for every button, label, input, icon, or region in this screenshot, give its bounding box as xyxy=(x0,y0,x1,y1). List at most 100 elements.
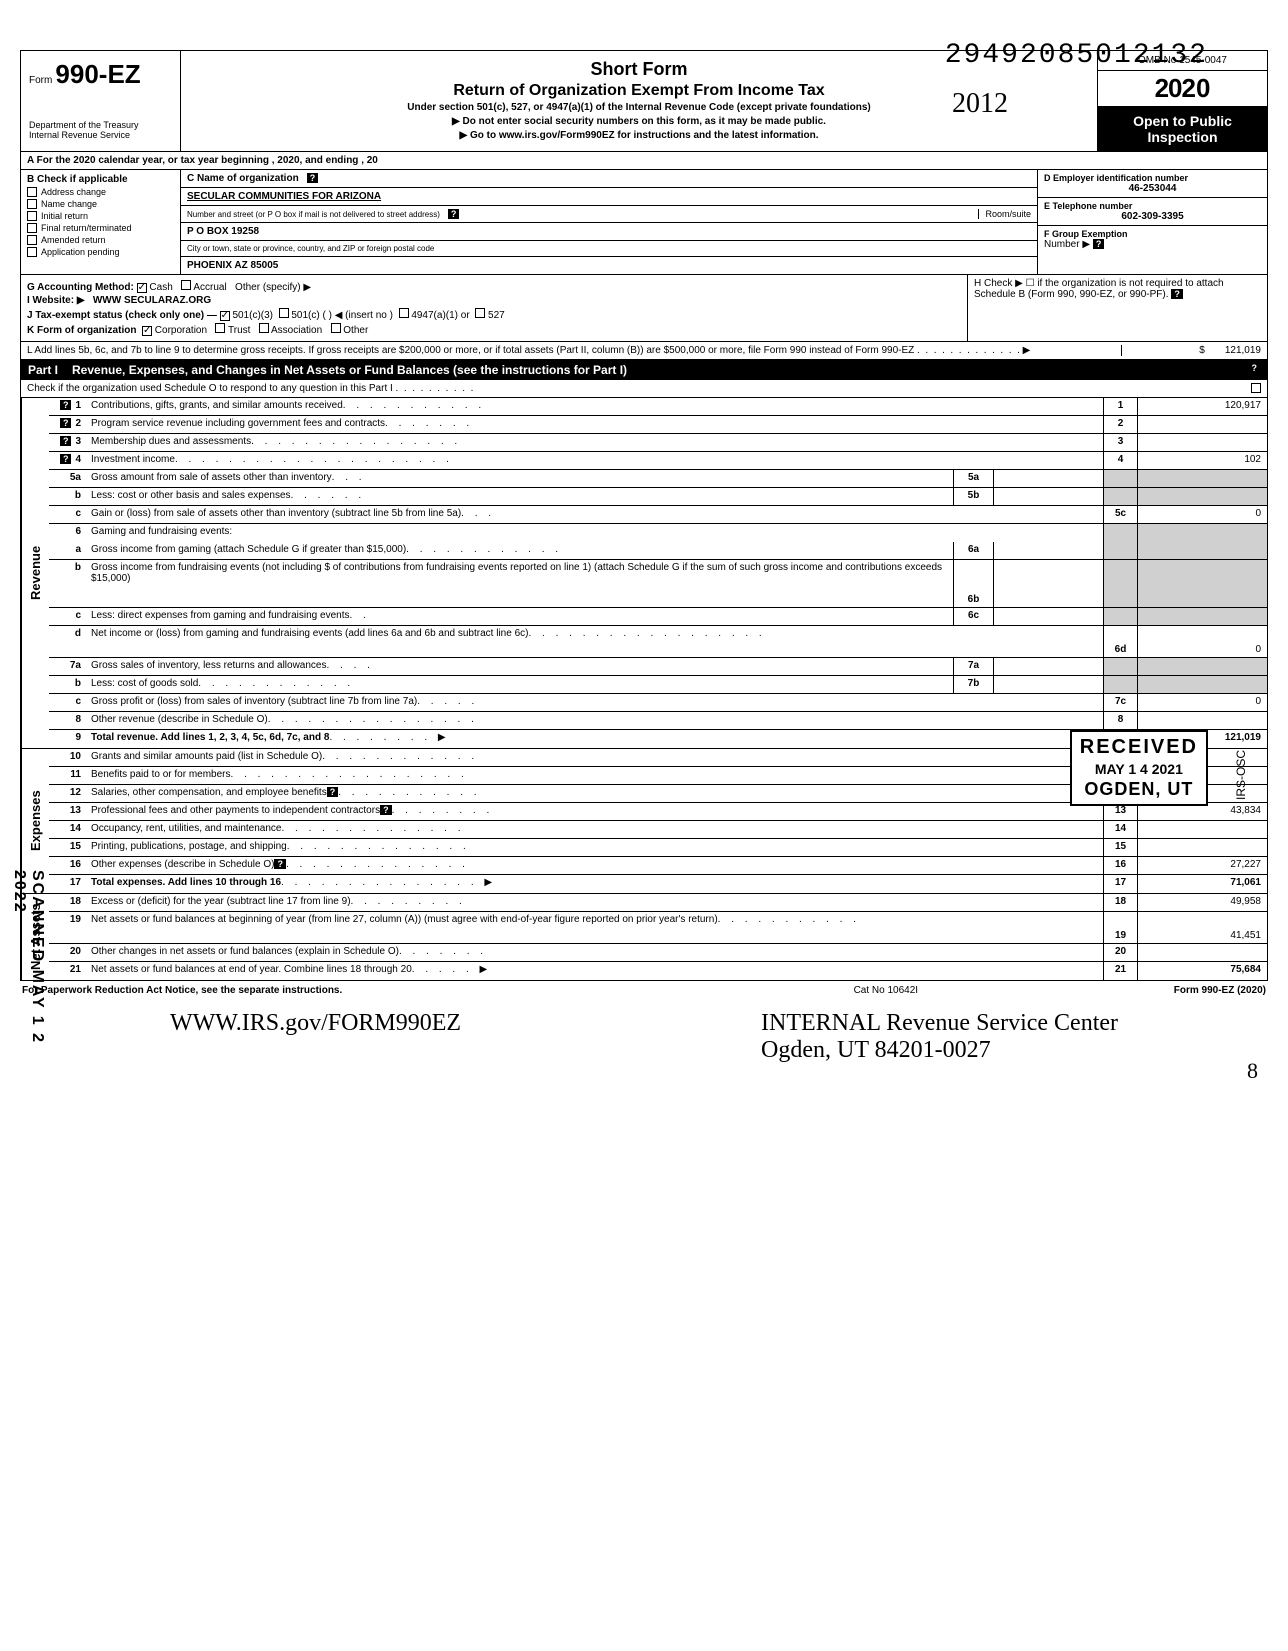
help-icon[interactable]: ? xyxy=(380,805,392,815)
revenue-section: Revenue ?1Contributions, gifts, grants, … xyxy=(20,398,1268,749)
line-21-amt: 75,684 xyxy=(1137,962,1267,980)
cb-amended-return[interactable]: Amended return xyxy=(27,235,174,245)
cb-schedule-o[interactable] xyxy=(1251,383,1261,393)
line-4-desc: Investment income xyxy=(91,454,175,465)
label-city: City or town, state or province, country… xyxy=(187,244,434,253)
help-icon[interactable]: ? xyxy=(327,787,339,797)
cb-name-change[interactable]: Name change xyxy=(27,199,174,209)
help-icon[interactable]: ? xyxy=(1249,363,1261,377)
cb-accrual[interactable] xyxy=(181,280,191,290)
line-17-desc: Total expenses. Add lines 10 through 16 xyxy=(91,877,281,888)
row-a-calendar-year: A For the 2020 calendar year, or tax yea… xyxy=(20,152,1268,170)
org-name-value: SECULAR COMMUNITIES FOR ARIZONA xyxy=(187,191,381,202)
line-19-desc: Net assets or fund balances at beginning… xyxy=(91,914,718,925)
page-footer: For Paperwork Reduction Act Notice, see … xyxy=(20,981,1268,1000)
cb-cash[interactable] xyxy=(137,283,147,293)
label-room-suite: Room/suite xyxy=(978,209,1031,219)
handwritten-year: 2012 xyxy=(952,88,1008,120)
help-icon[interactable]: ? xyxy=(1093,239,1105,249)
received-title: RECEIVED xyxy=(1080,736,1198,759)
cb-address-change[interactable]: Address change xyxy=(27,187,174,197)
line-7b-desc: Less: cost of goods sold xyxy=(91,678,198,689)
label-accounting: G Accounting Method: xyxy=(27,282,134,293)
open-to-public: Open to Public Inspection xyxy=(1098,107,1267,151)
handwritten-addr-2: Ogden, UT 84201-0027 xyxy=(761,1037,1118,1064)
handwritten-notes: WWW.IRS.gov/FORM990EZ INTERNAL Revenue S… xyxy=(20,1010,1268,1064)
cb-final-return[interactable]: Final return/terminated xyxy=(27,223,174,233)
line-6c-desc: Less: direct expenses from gaming and fu… xyxy=(91,610,349,621)
line-7c-amt: 0 xyxy=(1137,694,1267,711)
help-icon[interactable]: ? xyxy=(448,209,460,219)
handwritten-addr-1: INTERNAL Revenue Service Center xyxy=(761,1010,1118,1037)
section-b-c-d-e-f: B Check if applicable Address change Nam… xyxy=(20,170,1268,275)
schedule-o-check: Check if the organization used Schedule … xyxy=(20,380,1268,398)
line-10-desc: Grants and similar amounts paid (list in… xyxy=(91,751,322,762)
line-5c-desc: Gain or (loss) from sale of assets other… xyxy=(91,508,461,519)
scanned-stamp: SCANNED MAY 1 2 2022 xyxy=(10,870,46,1064)
cb-association[interactable] xyxy=(259,323,269,333)
help-icon[interactable]: ? xyxy=(307,173,319,183)
received-stamp: RECEIVED MAY 1 4 2021 OGDEN, UT xyxy=(1070,730,1208,806)
cb-527[interactable] xyxy=(475,308,485,318)
received-location: OGDEN, UT xyxy=(1080,779,1198,800)
dept-treasury: Department of the Treasury xyxy=(29,120,172,130)
cb-501c[interactable] xyxy=(279,308,289,318)
stamp-number: 29492085012132 xyxy=(945,40,1208,71)
line-13-desc: Professional fees and other payments to … xyxy=(91,805,380,816)
line-21-desc: Net assets or fund balances at end of ye… xyxy=(91,964,412,975)
phone-value: 602-309-3395 xyxy=(1044,211,1261,222)
line-6b-desc: Gross income from fundraising events (no… xyxy=(91,562,949,584)
line-19-amt: 41,451 xyxy=(1137,912,1267,943)
line-20-amt xyxy=(1137,944,1267,961)
form-number: 990-EZ xyxy=(55,59,140,89)
handwritten-url: WWW.IRS.gov/FORM990EZ xyxy=(170,1010,461,1064)
label-phone: E Telephone number xyxy=(1044,201,1261,211)
line-l-text: L Add lines 5b, 6c, and 7b to line 9 to … xyxy=(27,345,920,356)
line-8-amt xyxy=(1137,712,1267,729)
part-1-header: Part I Revenue, Expenses, and Changes in… xyxy=(20,360,1268,380)
cb-initial-return[interactable]: Initial return xyxy=(27,211,174,221)
line-1-amt: 120,917 xyxy=(1137,398,1267,415)
label-street: Number and street (or P O box if mail is… xyxy=(187,210,440,219)
revenue-side-label: Revenue xyxy=(21,398,49,748)
instruction-line-2: ▶ Go to www.irs.gov/Form990EZ for instru… xyxy=(191,130,1087,141)
line-5c-amt: 0 xyxy=(1137,506,1267,523)
part-1-label: Part I xyxy=(28,363,58,377)
dept-irs: Internal Revenue Service xyxy=(29,130,172,140)
footer-cat-no: Cat No 10642I xyxy=(598,985,1174,996)
label-website: I Website: ▶ xyxy=(27,295,85,306)
col-c-org-info: C Name of organization ? SECULAR COMMUNI… xyxy=(181,170,1037,274)
form-word: Form xyxy=(29,75,52,86)
tax-year: 20202020 xyxy=(1098,71,1267,107)
line-9-desc: Total revenue. Add lines 1, 2, 3, 4, 5c,… xyxy=(91,732,329,743)
cb-trust[interactable] xyxy=(215,323,225,333)
help-icon[interactable]: ? xyxy=(1171,289,1183,299)
line-2-amt xyxy=(1137,416,1267,433)
section-g-h-i-j-k: G Accounting Method: Cash Accrual Other … xyxy=(20,275,1268,342)
cb-application-pending[interactable]: Application pending xyxy=(27,247,174,257)
section-h: H Check ▶ ☐ if the organization is not r… xyxy=(967,275,1267,341)
page-number: 8 xyxy=(1247,1058,1258,1084)
cb-4947[interactable] xyxy=(399,308,409,318)
line-3-desc: Membership dues and assessments xyxy=(91,436,251,447)
cb-corporation[interactable] xyxy=(142,326,152,336)
received-date: MAY 1 4 2021 xyxy=(1080,761,1198,777)
help-icon[interactable]: ? xyxy=(274,859,286,869)
line-16-desc: Other expenses (describe in Schedule O) xyxy=(91,859,274,870)
cb-501c3[interactable] xyxy=(220,311,230,321)
col-b-header: B Check if applicable xyxy=(27,174,174,185)
irs-osc-label: IRS-OSC xyxy=(1234,750,1248,800)
line-18-amt: 49,958 xyxy=(1137,894,1267,911)
footer-form-ref: Form 990-EZ (2020) xyxy=(1174,985,1266,996)
label-tax-exempt: J Tax-exempt status (check only one) — xyxy=(27,310,217,321)
line-l-amount: $121,019 xyxy=(1121,345,1261,356)
ghijk-left: G Accounting Method: Cash Accrual Other … xyxy=(21,275,967,341)
cb-other[interactable] xyxy=(331,323,341,333)
line-8-desc: Other revenue (describe in Schedule O) xyxy=(91,714,268,725)
ein-value: 46-253044 xyxy=(1044,183,1261,194)
line-14-desc: Occupancy, rent, utilities, and maintena… xyxy=(91,823,281,834)
line-l: L Add lines 5b, 6c, and 7b to line 9 to … xyxy=(20,342,1268,360)
website-value: WWW SECULARAZ.ORG xyxy=(93,295,211,306)
line-16-amt: 27,227 xyxy=(1137,857,1267,874)
line-5a-desc: Gross amount from sale of assets other t… xyxy=(91,472,332,483)
